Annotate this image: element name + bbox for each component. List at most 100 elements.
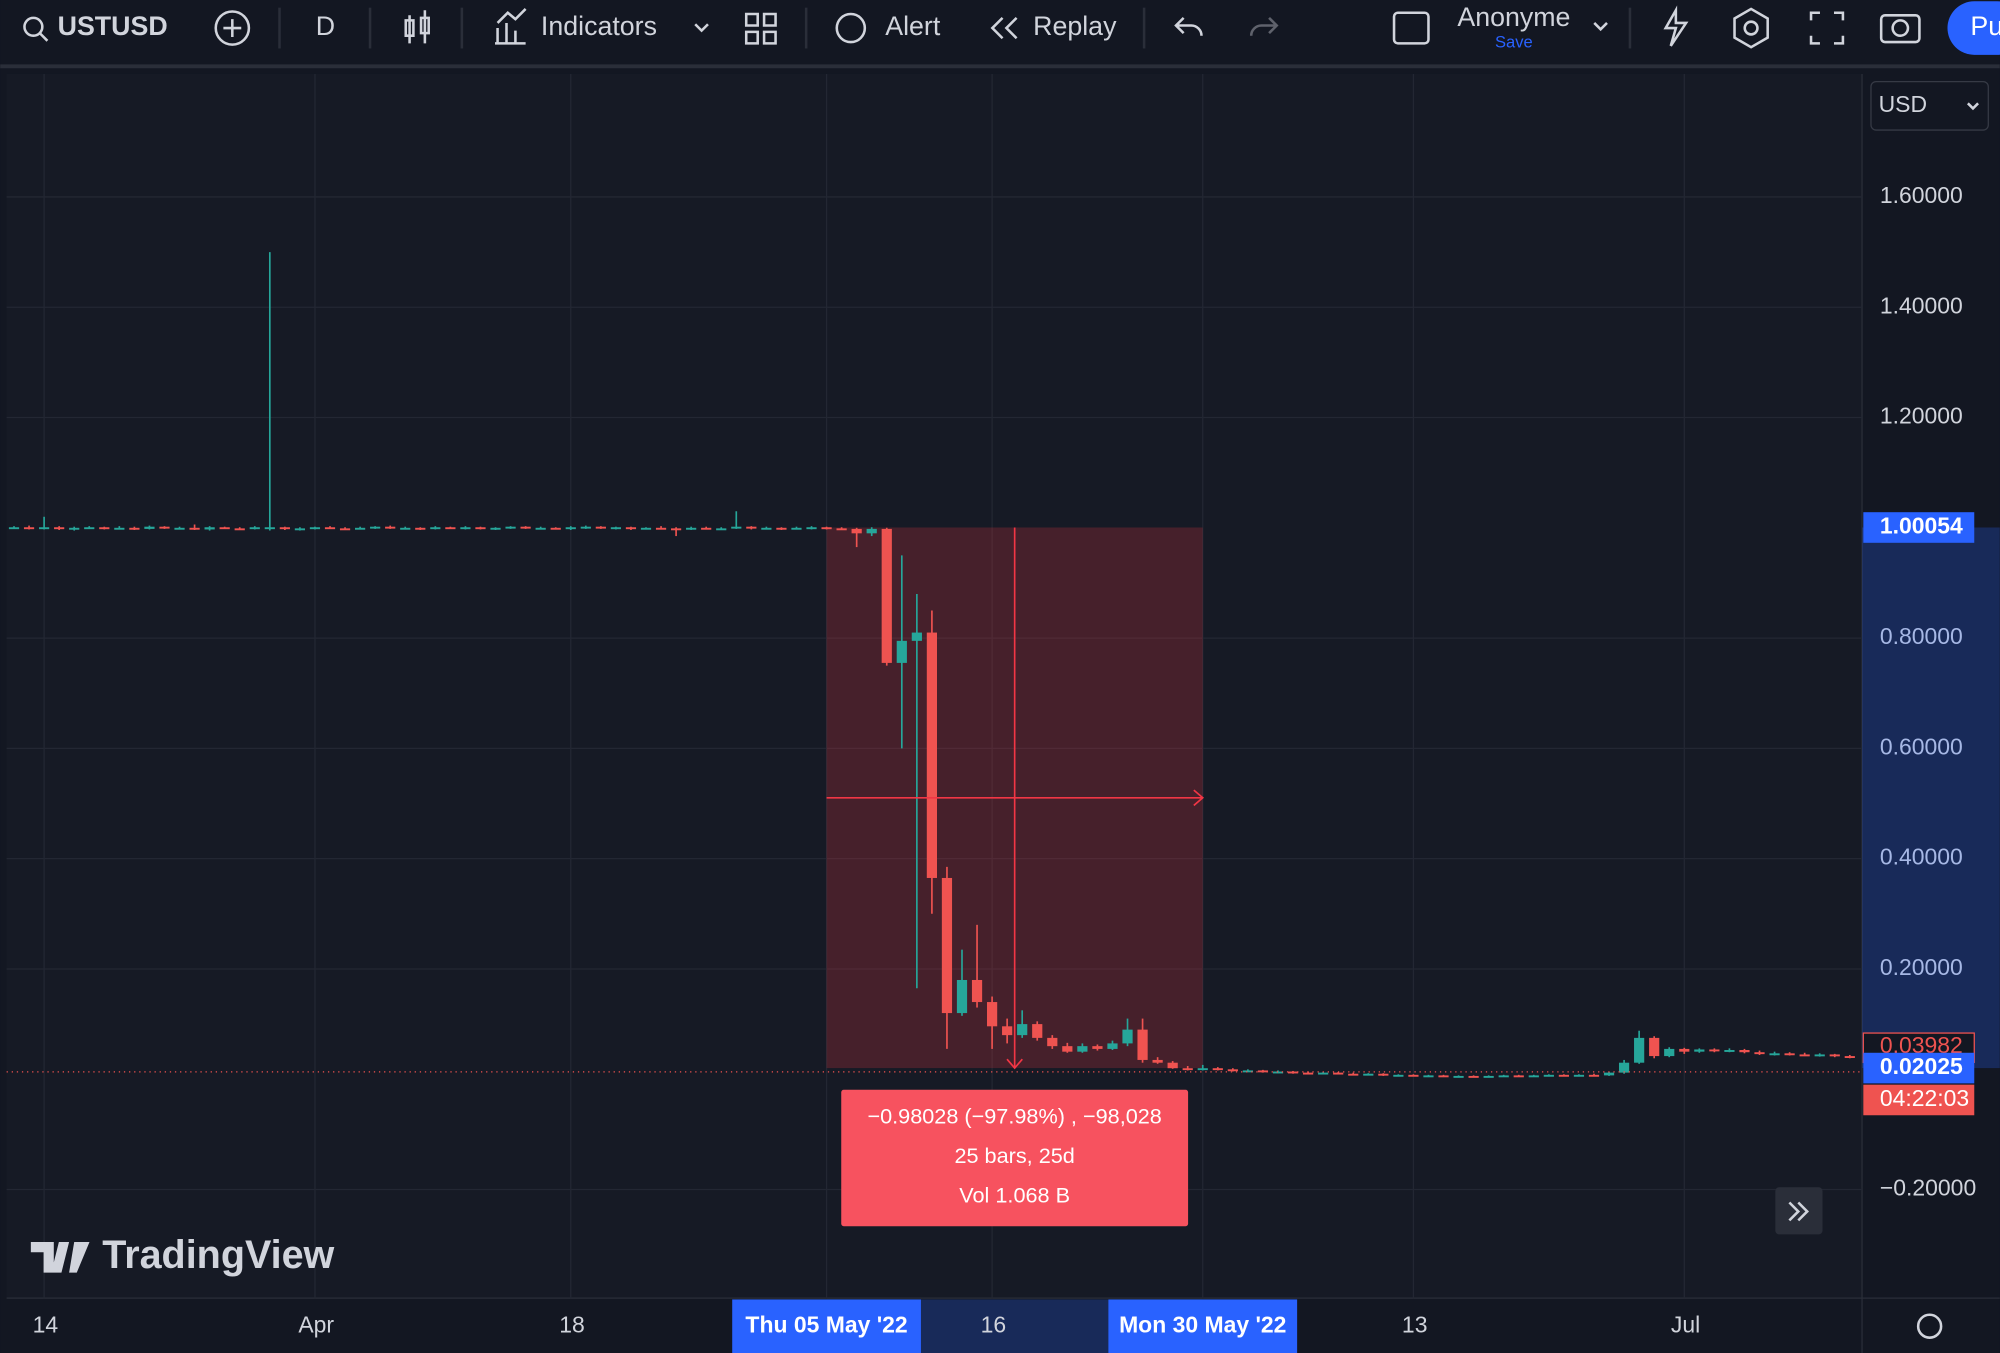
candle-body xyxy=(69,527,80,530)
candle-body xyxy=(655,527,667,530)
candle-body xyxy=(1047,1037,1058,1047)
publish-button[interactable] xyxy=(1947,1,2000,55)
candle-body xyxy=(746,526,757,529)
candle-body xyxy=(1062,1046,1073,1052)
candle-body xyxy=(580,526,591,529)
alert-button[interactable]: Alert xyxy=(885,11,941,41)
candle-body xyxy=(1002,1026,1013,1036)
candle-body xyxy=(445,527,456,530)
candle-body xyxy=(1829,1054,1840,1057)
dropdown[interactable] xyxy=(694,23,709,33)
redo[interactable] xyxy=(1249,16,1279,36)
publish-label[interactable]: Pu xyxy=(1970,11,2000,41)
search-icon[interactable] xyxy=(23,16,44,37)
dropdown[interactable] xyxy=(1593,22,1608,32)
y-tick-label: 1.20000 xyxy=(1880,403,1963,429)
undo[interactable] xyxy=(1174,16,1203,36)
candle-body xyxy=(1468,1075,1479,1078)
candle-body xyxy=(1814,1054,1825,1057)
candle-body xyxy=(309,527,321,530)
add-symbol[interactable] xyxy=(214,10,251,46)
countdown-bg xyxy=(1863,1084,1975,1116)
candle-body xyxy=(159,526,170,529)
candle-body xyxy=(1212,1068,1223,1071)
candle-body xyxy=(1017,1024,1028,1036)
candle-body xyxy=(1257,1070,1269,1073)
candle-body xyxy=(776,527,787,530)
candle-body xyxy=(565,527,576,530)
candle-body xyxy=(971,979,983,1003)
candle-body xyxy=(1378,1073,1389,1076)
symbol[interactable]: USTUSD xyxy=(58,11,168,41)
candle-body xyxy=(1438,1075,1449,1078)
y-tick-label: −0.20000 xyxy=(1880,1175,1976,1201)
candle-body xyxy=(1227,1069,1238,1072)
time-label-bg xyxy=(732,1299,921,1353)
axis-settings[interactable] xyxy=(1916,1313,1943,1339)
replay-icon xyxy=(990,16,1018,40)
candle-body xyxy=(670,528,682,531)
candle-body xyxy=(821,527,832,530)
candle-body xyxy=(1754,1052,1765,1055)
logo-mark xyxy=(30,1242,90,1273)
layouts[interactable] xyxy=(744,12,777,45)
candle-body xyxy=(1122,1029,1133,1044)
price-range-band xyxy=(1862,527,2000,1069)
candle-body xyxy=(1167,1062,1178,1069)
indicators-button[interactable]: Indicators xyxy=(541,11,657,41)
candle-body xyxy=(1348,1073,1359,1076)
scroll-icon xyxy=(1788,1201,1810,1222)
currency[interactable]: USD xyxy=(1879,91,1927,117)
countdown: 04:22:03 xyxy=(1880,1085,1969,1111)
candle-body xyxy=(1423,1075,1434,1078)
candle-body xyxy=(400,527,411,530)
user-name[interactable]: Anonyme xyxy=(1457,2,1570,32)
candle-body xyxy=(460,527,471,530)
candle-body xyxy=(264,527,275,530)
candle-body xyxy=(8,527,20,530)
save-label[interactable]: Save xyxy=(1495,33,1533,52)
candle-body xyxy=(1363,1073,1374,1076)
candle-body xyxy=(1197,1068,1208,1071)
candle-body xyxy=(1333,1072,1344,1075)
candle-body xyxy=(1408,1074,1419,1077)
candle-body xyxy=(1032,1024,1043,1038)
time-label-bg xyxy=(1108,1299,1298,1353)
currency-select[interactable] xyxy=(1870,80,1989,131)
candle-body xyxy=(716,528,727,531)
candle-body xyxy=(1077,1046,1088,1052)
chart-type[interactable] xyxy=(404,10,430,44)
candle-body xyxy=(610,527,622,530)
replay-button[interactable]: Replay xyxy=(1033,11,1117,41)
y-tick-label: 0.40000 xyxy=(1880,844,1963,870)
candle-body xyxy=(836,528,847,531)
candle-body xyxy=(986,1002,998,1027)
quick-search[interactable] xyxy=(1663,5,1689,47)
x-tick-label: Jul xyxy=(1671,1311,1700,1337)
candle-body xyxy=(520,526,531,529)
measure-tooltip xyxy=(841,1089,1189,1227)
candle-body xyxy=(686,527,697,530)
measure-text: −0.98028 (−97.98%) , −98,028 xyxy=(867,1104,1161,1129)
candle-body xyxy=(1393,1074,1404,1077)
candle-body xyxy=(99,527,110,530)
candle-body xyxy=(1649,1037,1660,1057)
candle-body xyxy=(1694,1049,1705,1052)
settings[interactable] xyxy=(1733,7,1769,49)
candle-body xyxy=(731,526,742,529)
candle-body xyxy=(23,527,35,530)
candle-body xyxy=(806,527,817,530)
candle-body xyxy=(1513,1075,1524,1078)
candle-body xyxy=(1318,1072,1329,1075)
candle-body xyxy=(1498,1075,1509,1078)
price-label-bg xyxy=(1863,512,1975,543)
candle-body xyxy=(941,877,953,1014)
layout-toggle[interactable] xyxy=(1392,11,1430,45)
snapshot[interactable] xyxy=(1879,14,1921,44)
candle-body xyxy=(204,527,215,530)
interval[interactable]: D xyxy=(316,11,335,41)
measure-arrow xyxy=(1193,789,1205,807)
candle-body xyxy=(475,527,486,530)
candle-body xyxy=(1844,1056,1855,1058)
fullscreen[interactable] xyxy=(1809,11,1845,45)
